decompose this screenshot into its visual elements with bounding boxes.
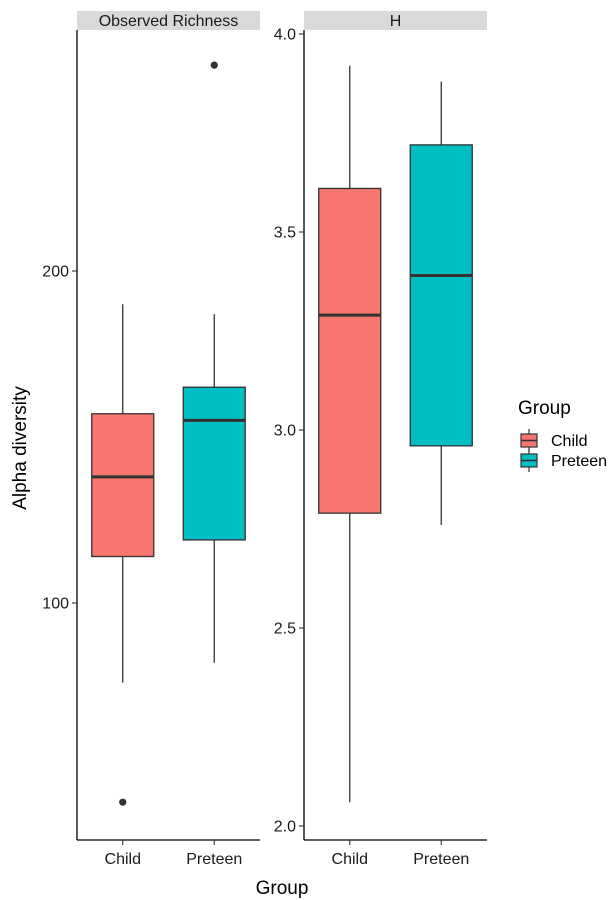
y-tick-label: 2.5 (274, 621, 296, 638)
legend-label: Child (551, 433, 587, 450)
box-preteen (182, 61, 246, 663)
x-tick-label: Preteen (186, 851, 242, 868)
legend-title: Group (518, 398, 571, 419)
outlier-point (210, 61, 218, 69)
y-tick-label: 2.0 (274, 819, 296, 836)
box-body (318, 187, 382, 514)
box-child (91, 304, 155, 806)
panels-layer: Observed Richness 100 200 Child Preteen H 2.0 2… (42, 11, 487, 868)
y-tick-label: 100 (42, 596, 69, 613)
legend-keys: Child Preteen (520, 429, 607, 472)
box-body (91, 413, 155, 558)
box-body (182, 386, 246, 541)
legend-key-child: Child (520, 429, 587, 452)
box-child (318, 65, 382, 803)
panel-strip-label: Observed Richness (99, 13, 239, 30)
x-tick-label: Child (105, 851, 141, 868)
legend-label: Preteen (551, 453, 607, 470)
panel-strip-label: H (390, 13, 402, 30)
y-tick-label: 4.0 (274, 27, 296, 44)
y-axis-title: Alpha diversity (10, 386, 31, 510)
panel-strip (304, 11, 487, 30)
box-preteen (409, 81, 473, 526)
y-tick-label: 3.0 (274, 423, 296, 440)
box-body (409, 144, 473, 447)
outlier-point (119, 798, 127, 806)
x-tick-label: Preteen (413, 851, 469, 868)
panel-2: H 2.0 2.5 3.0 3.5 4.0 Child Preteen (274, 11, 487, 868)
y-tick-label: 3.5 (274, 225, 296, 242)
y-tick-label: 200 (42, 264, 69, 281)
x-tick-label: Child (332, 851, 368, 868)
legend: Group Child Preteen (518, 398, 607, 472)
legend-key-preteen: Preteen (520, 449, 607, 472)
panel-strip (77, 11, 260, 30)
panel-1: Observed Richness 100 200 Child Preteen (42, 11, 260, 868)
x-axis-title: Group (256, 878, 309, 899)
